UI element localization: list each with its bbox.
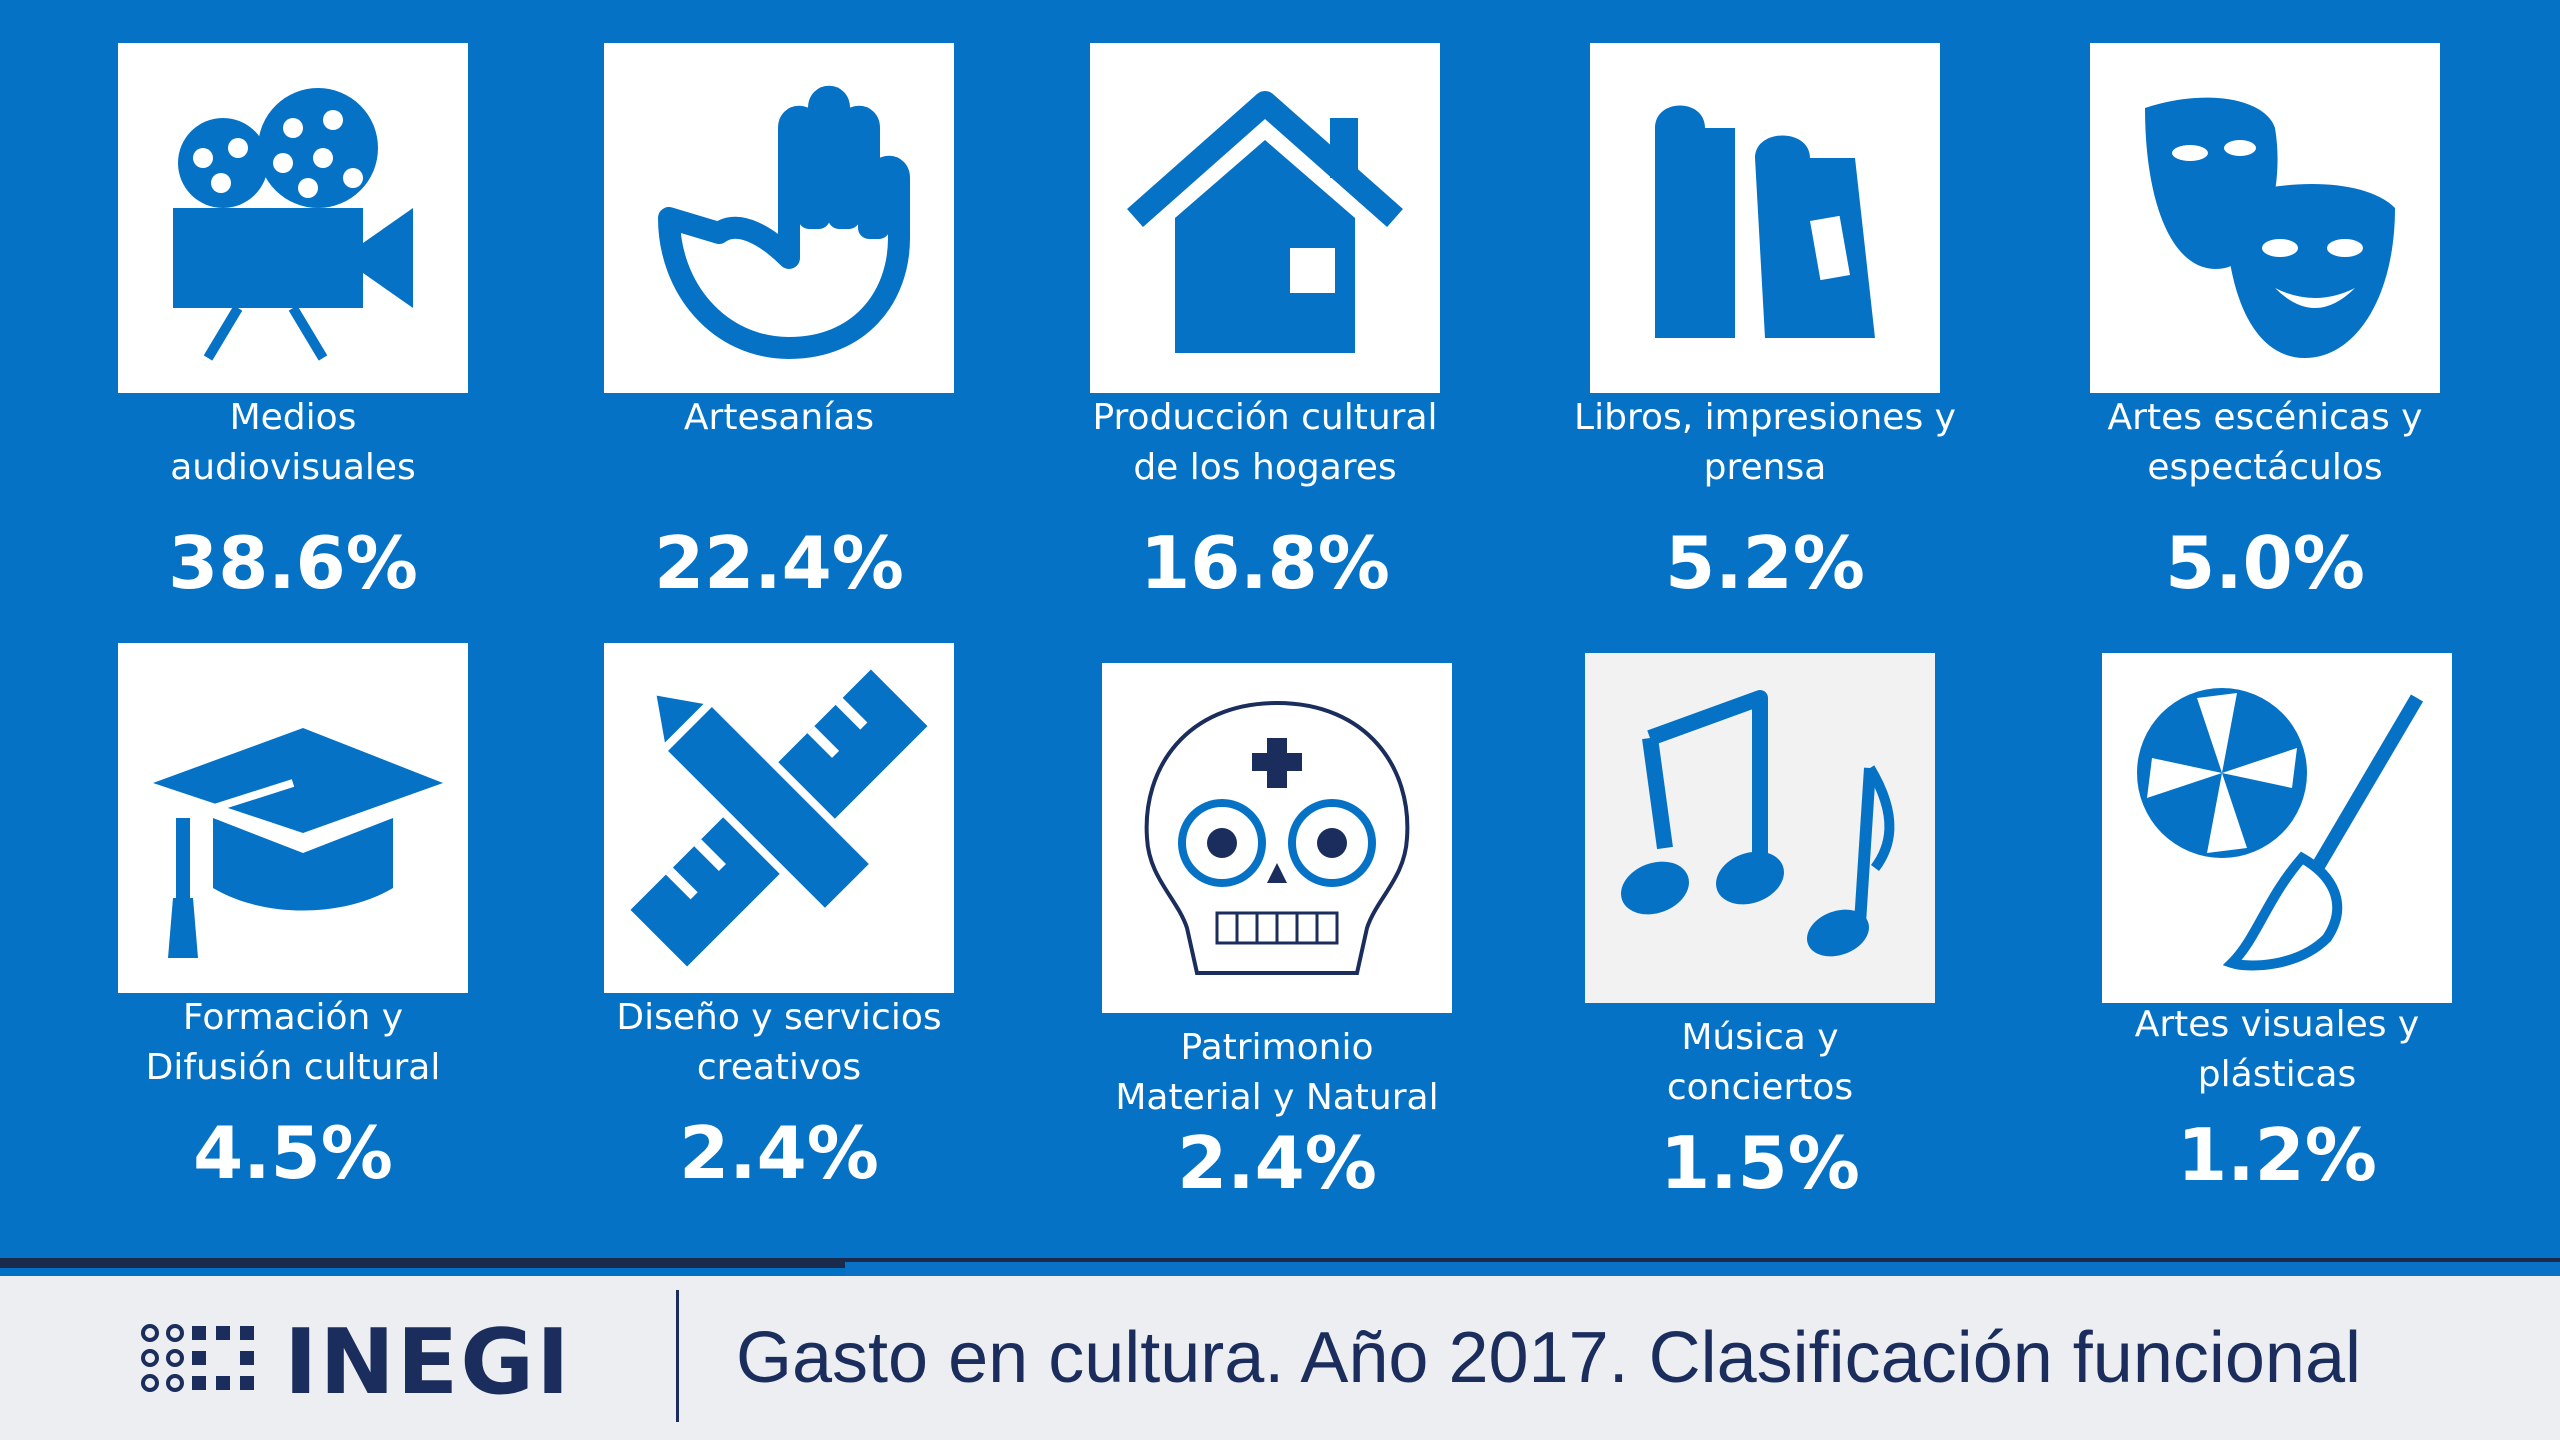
category-label: Artesanías — [683, 397, 875, 438]
category-card: Producción cultural de los hogares 16.8% — [1015, 43, 1515, 663]
category-percent: 1.5% — [1660, 1121, 1860, 1205]
theater-masks-icon — [2145, 97, 2395, 358]
category-percent: 16.8% — [1140, 521, 1390, 605]
category-card: Medios audiovisuales 38.6% — [43, 43, 543, 663]
icon-tile — [604, 43, 954, 393]
music-notes-icon — [1621, 690, 1895, 957]
footer: INEGI Gasto en cultura. Año 2017. Clasif… — [0, 1276, 2560, 1440]
icon-tile — [1585, 653, 1935, 1003]
category-percent: 22.4% — [654, 521, 904, 605]
house-icon — [1127, 91, 1403, 353]
inegi-logo: INEGI — [140, 1318, 572, 1408]
category-percent: 2.4% — [1177, 1121, 1377, 1205]
category-label: Libros, impresiones y prensa — [1574, 397, 1956, 488]
icon-tile — [1102, 663, 1452, 1013]
category-card: Diseño y servicios creativos 2.4% — [529, 643, 1029, 1263]
category-card: Artes escénicas y espectáculos 5.0% — [2015, 43, 2515, 663]
category-card: Artes visuales y plásticas 1.2% — [2027, 653, 2527, 1273]
aperture-brush-icon — [2137, 688, 2424, 971]
category-label: Producción cultural de los hogares — [1092, 397, 1438, 488]
category-percent: 2.4% — [679, 1111, 879, 1195]
graduation-cap-icon — [153, 728, 443, 958]
category-label: Formación y Difusión cultural — [145, 997, 441, 1088]
category-card: Artesanías 22.4% — [529, 43, 1029, 663]
inegi-dots-icon — [141, 1324, 254, 1392]
category-percent: 5.2% — [1665, 521, 1865, 605]
category-label: Medios audiovisuales — [170, 397, 416, 488]
category-label: Artes escénicas y espectáculos — [2107, 397, 2423, 488]
category-card: Patrimonio Material y Natural 2.4% — [1027, 663, 1527, 1283]
category-label: Diseño y servicios creativos — [616, 997, 942, 1088]
category-percent: 4.5% — [193, 1111, 393, 1195]
infographic-panel: Medios audiovisuales 38.6% Artesanías 22… — [43, 43, 2515, 1203]
icon-tile — [2090, 43, 2440, 393]
category-card: Formación y Difusión cultural 4.5% — [43, 643, 543, 1263]
accent-strip — [845, 1262, 2560, 1276]
logo-text: INEGI — [284, 1310, 572, 1415]
category-label: Música y conciertos — [1666, 1017, 1854, 1108]
footer-divider — [676, 1290, 679, 1422]
icon-tile — [604, 643, 954, 993]
pencil-ruler-icon — [630, 669, 928, 967]
film-camera-icon — [173, 88, 413, 361]
category-card: Música y conciertos 1.5% — [1510, 653, 2010, 1273]
category-label: Patrimonio Material y Natural — [1115, 1027, 1439, 1118]
category-percent: 5.0% — [2165, 521, 2365, 605]
icon-tile — [1590, 43, 1940, 393]
icon-tile — [118, 643, 468, 993]
icon-tile — [118, 43, 468, 393]
sugar-skull-icon — [1144, 700, 1410, 975]
category-percent: 1.2% — [2177, 1113, 2377, 1197]
category-label: Artes visuales y plásticas — [2134, 1004, 2420, 1095]
icon-tile — [2102, 653, 2452, 1003]
category-percent: 38.6% — [168, 521, 418, 605]
category-card: Libros, impresiones y prensa 5.2% — [1515, 43, 2015, 663]
books-icon — [1655, 105, 1875, 338]
icon-tile — [1090, 43, 1440, 393]
page-title: Gasto en cultura. Año 2017. Clasificació… — [736, 1318, 2361, 1398]
hands-icon — [658, 85, 910, 359]
